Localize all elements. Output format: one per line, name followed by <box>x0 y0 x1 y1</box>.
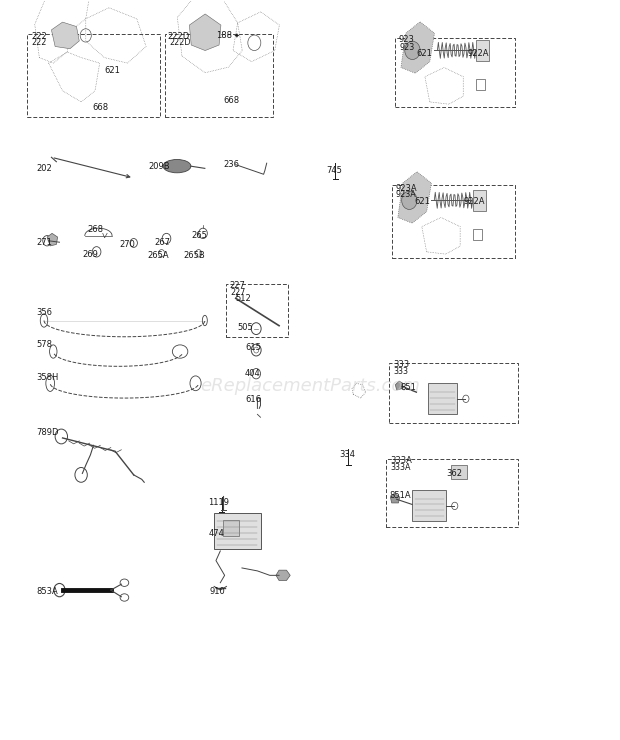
Text: 333: 333 <box>393 360 409 369</box>
Text: 269: 269 <box>82 249 98 258</box>
FancyBboxPatch shape <box>395 38 515 107</box>
Bar <box>472 229 482 240</box>
Circle shape <box>402 191 417 209</box>
Text: 227: 227 <box>229 281 246 290</box>
Text: 404: 404 <box>245 369 261 378</box>
Polygon shape <box>401 21 435 73</box>
Text: 1119: 1119 <box>208 499 229 508</box>
Text: 267: 267 <box>154 238 170 246</box>
Polygon shape <box>398 172 432 223</box>
Text: 621: 621 <box>104 67 120 75</box>
Text: 236: 236 <box>223 160 239 169</box>
FancyBboxPatch shape <box>392 185 515 258</box>
Text: 356: 356 <box>36 308 52 317</box>
Text: 333: 333 <box>394 367 409 376</box>
Polygon shape <box>47 233 58 246</box>
Text: eReplacementParts.com: eReplacementParts.com <box>200 377 420 395</box>
Circle shape <box>405 41 420 59</box>
Text: 358H: 358H <box>36 373 58 382</box>
Text: 227: 227 <box>231 288 246 297</box>
Text: 923: 923 <box>399 36 414 44</box>
Bar <box>223 520 239 536</box>
Text: 270: 270 <box>120 240 135 249</box>
FancyBboxPatch shape <box>27 34 160 118</box>
Text: 922A: 922A <box>463 197 485 206</box>
Bar <box>412 491 446 522</box>
FancyBboxPatch shape <box>389 363 518 423</box>
Bar <box>472 190 486 211</box>
Polygon shape <box>396 381 403 390</box>
Bar <box>476 40 489 61</box>
Text: 362: 362 <box>446 469 462 478</box>
Text: 851: 851 <box>401 383 416 392</box>
Text: 268: 268 <box>87 225 104 234</box>
Text: 615: 615 <box>245 343 261 352</box>
Text: 923A: 923A <box>396 189 417 199</box>
Text: 265B: 265B <box>184 251 206 260</box>
Text: 910: 910 <box>210 587 226 596</box>
Text: 222D: 222D <box>169 38 190 47</box>
Text: 668: 668 <box>92 103 108 112</box>
Text: 209B: 209B <box>148 161 169 171</box>
Bar <box>214 514 260 549</box>
Text: 474: 474 <box>208 530 224 539</box>
Text: 616: 616 <box>245 395 261 404</box>
Bar <box>428 383 457 414</box>
Polygon shape <box>189 14 221 50</box>
FancyBboxPatch shape <box>386 459 518 527</box>
Text: 512: 512 <box>236 294 252 303</box>
Text: 922A: 922A <box>467 50 489 58</box>
Text: 578: 578 <box>36 340 52 349</box>
Text: 271: 271 <box>36 238 52 247</box>
Text: 265A: 265A <box>148 251 169 260</box>
Text: ✦: ✦ <box>234 33 240 39</box>
Text: 668: 668 <box>223 96 239 105</box>
Polygon shape <box>51 22 79 49</box>
Text: 851A: 851A <box>390 491 412 500</box>
Text: 505: 505 <box>237 323 254 332</box>
FancyBboxPatch shape <box>226 283 288 337</box>
Polygon shape <box>276 570 290 580</box>
Text: 789D: 789D <box>36 428 58 437</box>
Text: 334: 334 <box>340 451 356 460</box>
Polygon shape <box>391 494 400 503</box>
Text: 333A: 333A <box>390 456 412 465</box>
Text: 621: 621 <box>417 50 432 58</box>
Text: 333A: 333A <box>391 463 411 472</box>
Text: 745: 745 <box>326 166 342 175</box>
Text: 188: 188 <box>216 31 232 40</box>
Text: 202: 202 <box>36 164 51 173</box>
Text: 923: 923 <box>399 43 414 52</box>
Text: 222D: 222D <box>168 32 190 41</box>
Bar <box>451 465 466 480</box>
Text: 923A: 923A <box>396 184 417 193</box>
FancyBboxPatch shape <box>165 34 273 118</box>
Text: 222: 222 <box>31 32 46 41</box>
Text: 265: 265 <box>191 231 207 240</box>
Text: 853A: 853A <box>36 587 58 596</box>
Text: 222: 222 <box>31 38 46 47</box>
Text: 621: 621 <box>414 197 430 206</box>
Ellipse shape <box>163 160 191 173</box>
Bar <box>476 79 485 90</box>
